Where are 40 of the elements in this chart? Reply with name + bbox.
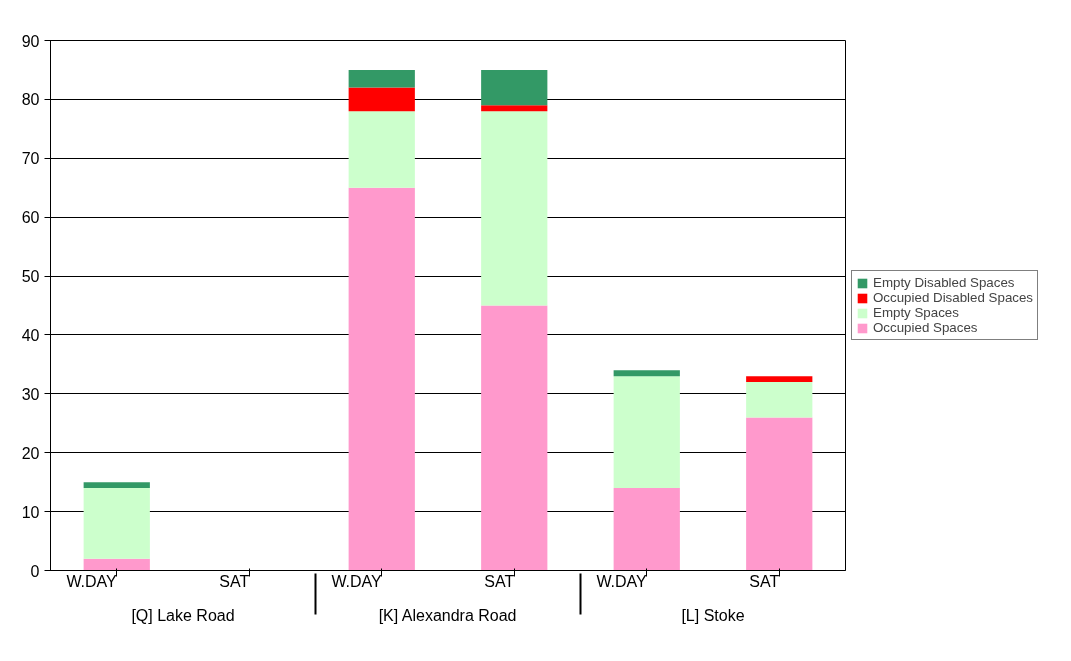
legend-label: Occupied Disabled Spaces [873, 290, 1034, 305]
bar [348, 87, 415, 112]
y-tick-label: 60 [21, 209, 40, 227]
x-tick-label: W.DAY [66, 573, 118, 590]
x-tick-label: SAT [484, 573, 515, 590]
legend-label: Empty Spaces [873, 305, 959, 320]
text: [K] Alexandra Road [378, 606, 517, 624]
bar [83, 488, 150, 559]
bar [613, 370, 680, 377]
bar [481, 69, 548, 106]
bar [348, 111, 415, 188]
legend-label: Occupied Spaces [873, 320, 978, 335]
y-tick-label: 40 [21, 326, 40, 344]
x-tick-label: SAT [219, 573, 250, 590]
bar [481, 111, 548, 306]
y-tick-label: 10 [21, 503, 40, 521]
bar [481, 105, 548, 112]
x-tick-label: SAT [749, 573, 780, 590]
y-tick-label: 30 [21, 385, 40, 403]
bar [83, 558, 150, 571]
y-tick-label: 20 [21, 444, 40, 462]
text: [Q] Lake Road [131, 606, 235, 624]
bar [348, 69, 415, 88]
y-tick-label: 0 [30, 562, 40, 580]
y-tick-label: 70 [21, 150, 40, 168]
bar [481, 305, 548, 571]
bar [348, 187, 415, 571]
bar [746, 417, 813, 571]
bar [613, 488, 680, 571]
bar [746, 382, 813, 418]
y-tick-label: 50 [21, 268, 40, 286]
bar [746, 376, 813, 383]
y-tick-label: 80 [21, 91, 40, 109]
x-tick-label: W.DAY [596, 573, 648, 590]
bar [613, 376, 680, 489]
y-tick-label: 90 [21, 32, 40, 50]
bar [83, 482, 150, 489]
x-tick-label: W.DAY [331, 573, 383, 590]
legend-label: Empty Disabled Spaces [873, 275, 1015, 290]
text: [L] Stoke [681, 606, 745, 624]
